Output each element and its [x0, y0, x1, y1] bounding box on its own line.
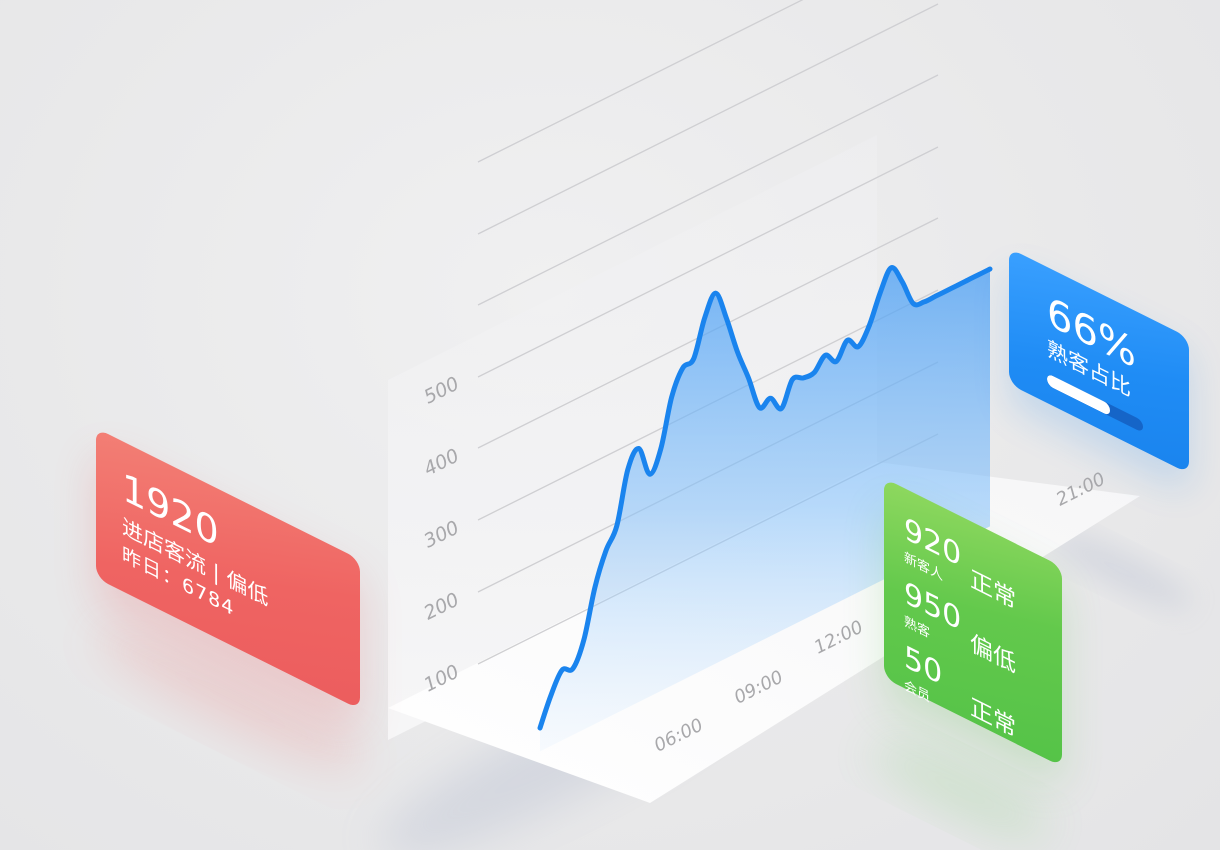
chart-series: [537, 265, 993, 752]
blue-card-shadow: [1048, 531, 1192, 609]
green-card-shadow: [869, 741, 1051, 839]
gridline: [477, 74, 939, 306]
red-card-shadow: [95, 629, 365, 771]
gridline: [477, 3, 939, 235]
gridline: [477, 0, 804, 163]
series-line: [537, 265, 993, 731]
breakdown-status: 偏低: [970, 629, 1016, 679]
chart-back-wall: [388, 135, 877, 740]
breakdown-status: 正常: [970, 693, 1016, 743]
breakdown-status: 正常: [970, 565, 1016, 615]
series-area: [540, 267, 990, 752]
gridline: [477, 146, 939, 378]
